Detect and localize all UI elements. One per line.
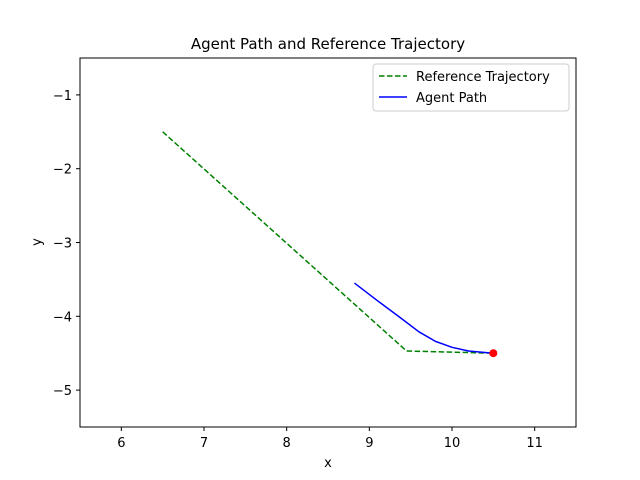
y-axis-label: y xyxy=(30,238,45,246)
chart-title: Agent Path and Reference Trajectory xyxy=(191,35,465,53)
y-tick-label: −3 xyxy=(53,237,72,252)
y-tick-label: −5 xyxy=(53,384,72,399)
series-layer xyxy=(162,131,494,354)
series-line-reference-trajectory xyxy=(162,131,494,354)
legend-label-reference-trajectory: Reference Trajectory xyxy=(416,70,550,85)
legend-label-agent-path: Agent Path xyxy=(416,91,487,106)
y-tick-label: −2 xyxy=(53,163,72,178)
marker-layer xyxy=(489,349,498,358)
x-axis-ticks: 6 7 8 9 10 11 xyxy=(117,427,543,451)
series-line-agent-path xyxy=(353,282,494,354)
x-tick-label: 10 xyxy=(444,436,461,451)
x-tick-label: 8 xyxy=(283,436,291,451)
current-position-marker xyxy=(489,349,498,358)
y-tick-label: −1 xyxy=(53,89,72,104)
y-axis-ticks: −1 −2 −3 −4 −5 xyxy=(53,89,80,399)
x-tick-label: 6 xyxy=(117,436,125,451)
plot-area xyxy=(80,58,576,427)
legend-frame xyxy=(372,63,570,112)
x-tick-label: 7 xyxy=(200,436,208,451)
x-axis-label: x xyxy=(324,456,332,471)
y-tick-label: −4 xyxy=(53,310,72,325)
plot-frame xyxy=(79,57,577,428)
legend: Reference Trajectory Agent Path xyxy=(372,63,570,112)
x-tick-label: 9 xyxy=(365,436,373,451)
x-tick-label: 11 xyxy=(526,436,543,451)
